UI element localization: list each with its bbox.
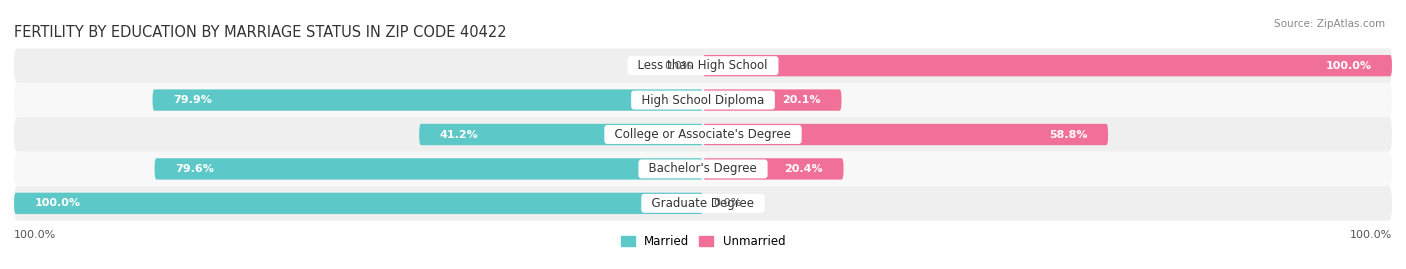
- Text: High School Diploma: High School Diploma: [634, 94, 772, 107]
- Text: 100.0%: 100.0%: [1326, 61, 1371, 71]
- FancyBboxPatch shape: [703, 124, 1108, 145]
- Text: 100.0%: 100.0%: [35, 198, 80, 208]
- Text: College or Associate's Degree: College or Associate's Degree: [607, 128, 799, 141]
- Legend: Married, Unmarried: Married, Unmarried: [616, 230, 790, 253]
- FancyBboxPatch shape: [152, 89, 703, 111]
- Text: 20.4%: 20.4%: [785, 164, 823, 174]
- Text: 100.0%: 100.0%: [14, 230, 56, 240]
- Text: 0.0%: 0.0%: [713, 198, 741, 208]
- FancyBboxPatch shape: [703, 158, 844, 180]
- Text: Source: ZipAtlas.com: Source: ZipAtlas.com: [1274, 19, 1385, 29]
- FancyBboxPatch shape: [14, 186, 1392, 221]
- Text: 100.0%: 100.0%: [1350, 230, 1392, 240]
- Text: 79.6%: 79.6%: [176, 164, 214, 174]
- Text: 41.2%: 41.2%: [440, 129, 478, 140]
- Text: Bachelor's Degree: Bachelor's Degree: [641, 162, 765, 175]
- Text: 20.1%: 20.1%: [782, 95, 821, 105]
- Text: 79.9%: 79.9%: [173, 95, 212, 105]
- FancyBboxPatch shape: [14, 193, 703, 214]
- FancyBboxPatch shape: [155, 158, 703, 180]
- Text: 58.8%: 58.8%: [1049, 129, 1087, 140]
- Text: 0.0%: 0.0%: [665, 61, 693, 71]
- FancyBboxPatch shape: [14, 48, 1392, 83]
- FancyBboxPatch shape: [14, 117, 1392, 152]
- FancyBboxPatch shape: [703, 55, 1392, 76]
- Text: Graduate Degree: Graduate Degree: [644, 197, 762, 210]
- FancyBboxPatch shape: [703, 89, 841, 111]
- Text: FERTILITY BY EDUCATION BY MARRIAGE STATUS IN ZIP CODE 40422: FERTILITY BY EDUCATION BY MARRIAGE STATU…: [14, 25, 506, 40]
- Text: Less than High School: Less than High School: [630, 59, 776, 72]
- FancyBboxPatch shape: [14, 83, 1392, 117]
- FancyBboxPatch shape: [14, 152, 1392, 186]
- FancyBboxPatch shape: [419, 124, 703, 145]
